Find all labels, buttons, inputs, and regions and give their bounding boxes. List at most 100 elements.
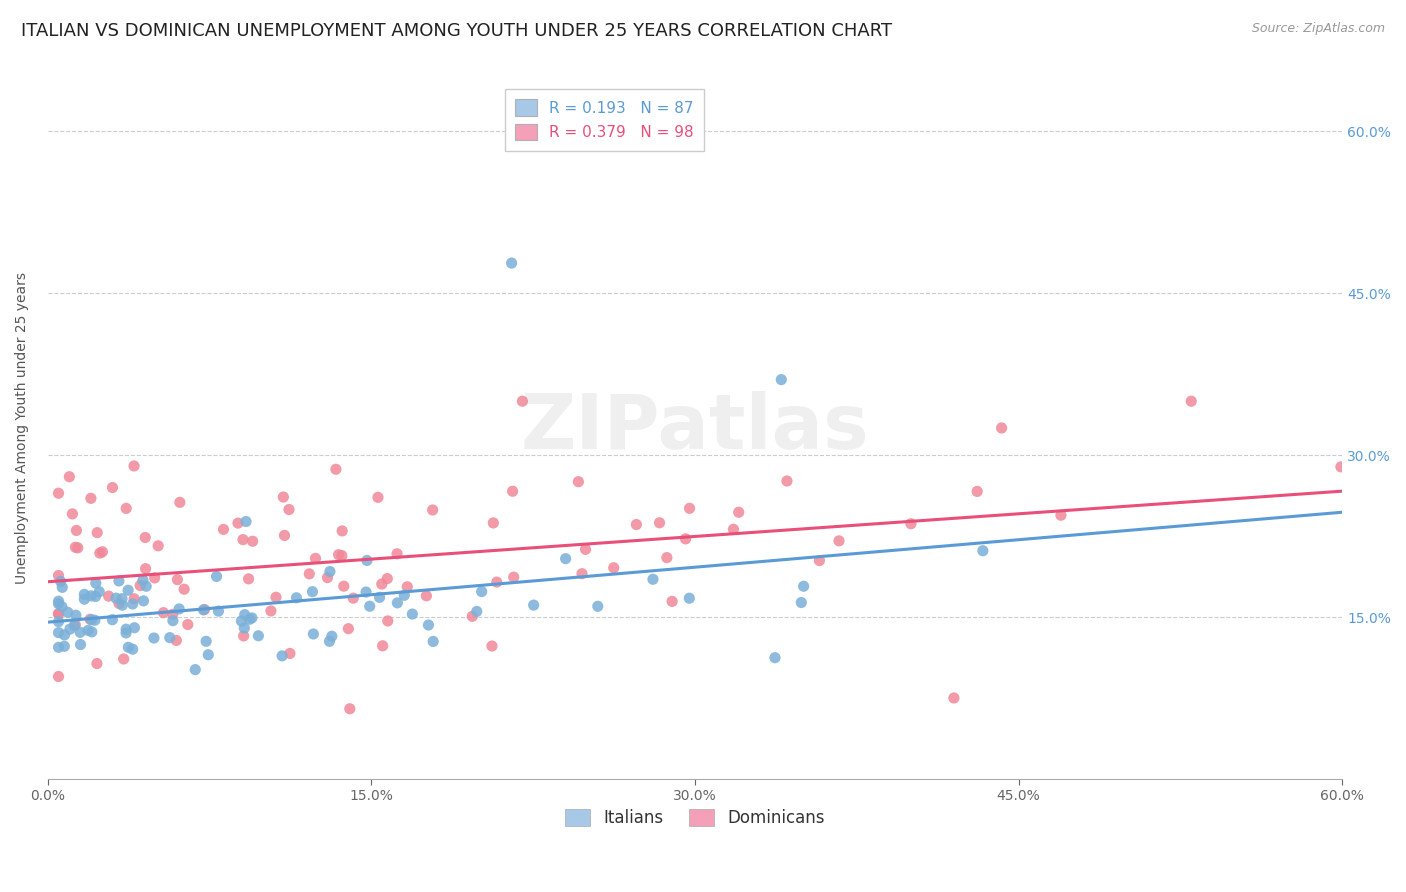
Italians: [240, 611, 263, 625]
Italians: [678, 591, 700, 606]
Dominicans: [273, 528, 295, 542]
Dominicans: [655, 550, 678, 565]
Dominicans: [242, 534, 264, 549]
Dominicans: [330, 549, 353, 563]
Dominicans: [828, 533, 851, 548]
Dominicans: [80, 491, 103, 506]
Dominicans: [66, 541, 89, 555]
Italians: [197, 648, 219, 662]
Italians: [238, 612, 260, 626]
Dominicans: [173, 582, 195, 597]
Dominicans: [122, 458, 145, 473]
Italians: [422, 634, 444, 648]
Dominicans: [727, 505, 749, 519]
Italians: [117, 583, 139, 598]
Italians: [63, 618, 86, 632]
Dominicans: [193, 602, 215, 616]
Italians: [80, 589, 103, 603]
Dominicans: [232, 629, 254, 643]
Italians: [193, 603, 215, 617]
Dominicans: [304, 551, 326, 566]
Italians: [105, 591, 128, 606]
Dominicans: [260, 604, 283, 618]
Italians: [167, 602, 190, 616]
Dominicans: [264, 591, 287, 605]
Italians: [84, 590, 107, 604]
Dominicans: [1050, 508, 1073, 523]
Dominicans: [1330, 459, 1353, 474]
Italians: [124, 621, 146, 635]
Italians: [132, 594, 155, 608]
Italians: [271, 648, 294, 663]
Dominicans: [603, 561, 626, 575]
Italians: [142, 631, 165, 645]
Dominicans: [339, 702, 361, 716]
Dominicans: [278, 647, 301, 661]
Italians: [972, 543, 994, 558]
Dominicans: [342, 591, 364, 606]
Italians: [84, 576, 107, 591]
Text: ZIPatlas: ZIPatlas: [520, 392, 869, 466]
Italians: [69, 638, 91, 652]
Italians: [471, 584, 494, 599]
Dominicans: [298, 566, 321, 581]
Dominicans: [375, 572, 398, 586]
Dominicans: [115, 501, 138, 516]
Dominicans: [481, 639, 503, 653]
Italians: [48, 625, 70, 640]
Dominicans: [675, 532, 697, 546]
Dominicans: [574, 542, 596, 557]
Dominicans: [232, 533, 254, 547]
Dominicans: [808, 553, 831, 567]
Dominicans: [60, 507, 83, 521]
Italians: [401, 607, 423, 621]
Italians: [359, 599, 381, 614]
Dominicans: [238, 572, 260, 586]
Italians: [80, 613, 103, 627]
Italians: [763, 650, 786, 665]
Italians: [73, 587, 96, 601]
Dominicans: [900, 516, 922, 531]
Dominicans: [502, 570, 524, 584]
Italians: [235, 515, 257, 529]
Dominicans: [422, 503, 444, 517]
Dominicans: [942, 690, 965, 705]
Italians: [115, 626, 138, 640]
Italians: [83, 613, 105, 627]
Italians: [793, 579, 815, 593]
Italians: [205, 569, 228, 583]
Dominicans: [330, 524, 353, 538]
Dominicans: [48, 607, 70, 621]
Dominicans: [512, 394, 534, 409]
Italians: [285, 591, 308, 605]
Dominicans: [91, 545, 114, 559]
Italians: [49, 574, 72, 589]
Dominicans: [79, 612, 101, 626]
Dominicans: [143, 571, 166, 585]
Legend: Italians, Dominicans: Italians, Dominicans: [558, 802, 831, 834]
Dominicans: [165, 633, 187, 648]
Italians: [247, 629, 270, 643]
Italians: [73, 592, 96, 607]
Dominicans: [723, 522, 745, 536]
Italians: [394, 588, 416, 602]
Dominicans: [278, 502, 301, 516]
Dominicans: [122, 591, 145, 606]
Dominicans: [48, 669, 70, 683]
Dominicans: [89, 546, 111, 560]
Italians: [231, 614, 253, 628]
Dominicans: [108, 597, 131, 611]
Italians: [51, 580, 73, 594]
Italians: [356, 553, 378, 567]
Italians: [48, 597, 70, 611]
Italians: [641, 572, 664, 586]
Dominicans: [273, 490, 295, 504]
Y-axis label: Unemployment Among Youth under 25 years: Unemployment Among Youth under 25 years: [15, 272, 30, 584]
Italians: [77, 624, 100, 638]
Dominicans: [112, 652, 135, 666]
Dominicans: [169, 495, 191, 509]
Italians: [233, 621, 256, 635]
Italians: [770, 373, 793, 387]
Dominicans: [129, 578, 152, 592]
Italians: [89, 584, 111, 599]
